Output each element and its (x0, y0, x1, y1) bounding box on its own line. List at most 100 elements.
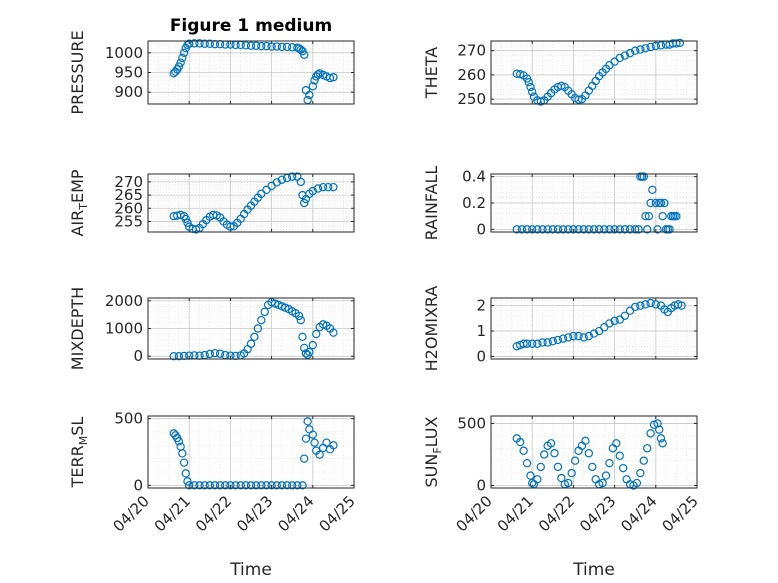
y-tick-label: 265 (114, 186, 143, 204)
data-point (543, 338, 552, 347)
data-point (183, 477, 192, 486)
data-point (636, 468, 645, 478)
data-point (519, 339, 528, 348)
data-point (641, 300, 650, 309)
data-point (548, 225, 558, 234)
data-point (548, 337, 558, 346)
data-point (246, 481, 256, 490)
data-points (512, 298, 686, 351)
data-point (325, 73, 335, 83)
data-point (658, 211, 667, 221)
data-point (312, 329, 321, 339)
data-point (522, 339, 532, 348)
data-point (322, 438, 331, 447)
data-point (655, 425, 664, 434)
data-point (656, 198, 666, 208)
data-point (262, 41, 271, 51)
data-point (553, 462, 563, 472)
data-point (277, 42, 287, 52)
data-point (178, 449, 187, 458)
y-tick-label: 1 (476, 322, 486, 340)
data-point (538, 225, 547, 234)
data-point (564, 225, 573, 234)
data-point (300, 343, 309, 353)
data-point (570, 456, 580, 465)
data-point (600, 225, 609, 234)
data-point (675, 38, 685, 48)
data-point (226, 481, 235, 490)
y-tick-label: 0 (133, 347, 143, 365)
axes-frame (147, 415, 355, 489)
data-point (589, 225, 599, 234)
data-point (564, 333, 573, 342)
data-point (567, 468, 576, 478)
data-point (553, 225, 563, 234)
axes-frame (147, 40, 355, 105)
data-point (536, 462, 545, 472)
data-point (174, 352, 184, 361)
data-point (300, 50, 309, 59)
data-point (648, 185, 657, 195)
data-point (584, 225, 594, 234)
data-point (632, 478, 642, 488)
data-point (298, 332, 307, 342)
data-point (636, 45, 645, 54)
data-point (579, 333, 588, 342)
y-tick-label: 0.2 (462, 194, 486, 212)
data-point (257, 189, 266, 198)
data-point (305, 90, 314, 100)
data-point (246, 41, 256, 50)
data-point (231, 481, 240, 490)
data-point (574, 225, 583, 234)
data-point (305, 347, 314, 357)
y-tick-label: 500 (114, 410, 143, 428)
subplot-4: 0 0.2 0.4 RAINFALL (422, 166, 698, 240)
data-point (251, 481, 261, 490)
data-point (605, 225, 614, 234)
data-points (169, 417, 338, 490)
data-point (618, 463, 628, 473)
data-point (644, 211, 654, 221)
data-point (512, 225, 521, 234)
data-point (296, 315, 305, 325)
y-tick-label: 250 (457, 90, 486, 108)
data-point (643, 225, 652, 234)
data-point (538, 338, 547, 347)
data-point (303, 417, 312, 426)
y-axis-label: TERRMSL (68, 417, 90, 489)
axes-frame (490, 40, 698, 105)
data-point (301, 434, 311, 443)
data-point (631, 46, 640, 55)
data-point (241, 41, 251, 50)
data-point (315, 450, 324, 459)
data-point (308, 340, 317, 350)
data-point (257, 481, 266, 490)
data-point (190, 39, 199, 48)
data-point (569, 225, 578, 234)
data-point (215, 481, 225, 490)
data-point (653, 419, 662, 428)
data-point (625, 225, 635, 234)
data-point (241, 481, 251, 490)
data-point (557, 473, 566, 483)
data-point (581, 436, 590, 446)
data-point (651, 198, 661, 208)
data-point (631, 302, 640, 312)
data-point (257, 41, 266, 51)
x-axis-label-right: Time (572, 560, 615, 580)
data-point (641, 211, 650, 221)
y-axis-label: SUNFLUX (422, 416, 444, 487)
data-point (267, 42, 276, 51)
axes-frame (490, 415, 698, 489)
data-point (646, 198, 655, 208)
data-point (620, 51, 630, 60)
data-point (615, 53, 624, 63)
y-tick-label: 900 (114, 83, 143, 101)
data-point (543, 225, 552, 234)
data-point (210, 481, 220, 490)
y-axis-label: H2OMIXRA (422, 286, 441, 372)
y-tick-label: 1000 (105, 44, 143, 62)
data-point (178, 53, 187, 63)
data-point (200, 39, 209, 48)
